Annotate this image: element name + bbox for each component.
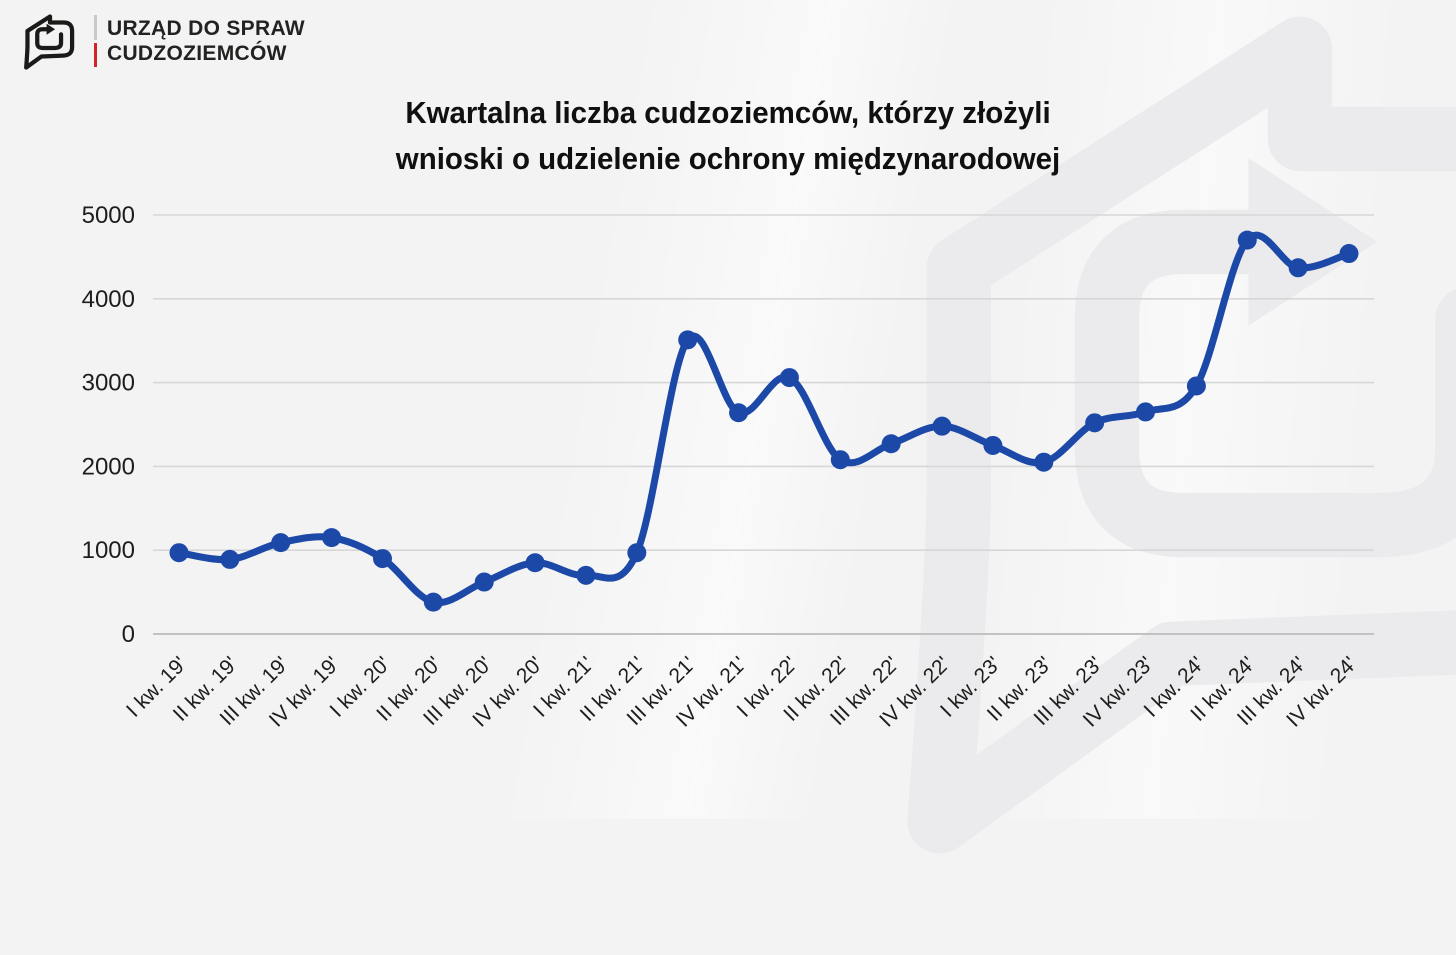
data-point-I kw. 20' <box>372 549 392 569</box>
data-point-II kw. 19' <box>220 549 240 569</box>
data-point-IV kw. 19' <box>322 528 342 548</box>
data-point-IV kw. 23' <box>1136 402 1156 422</box>
divider-gray-segment <box>94 15 97 40</box>
chart-title-line1: Kwartalna liczba cudzoziemców, którzy zł… <box>405 95 1051 130</box>
org-name: URZĄD DO SPRAW CUDZOZIEMCÓW <box>107 16 305 66</box>
org-name-line1: URZĄD DO SPRAW <box>107 17 305 40</box>
logo-divider <box>94 15 97 67</box>
series-line <box>175 231 1353 607</box>
chart-title: Kwartalna liczba cudzoziemców, którzy zł… <box>36 90 1419 182</box>
x-axis-labels: I kw. 19'II kw. 19'III kw. 19'IV kw. 19'… <box>122 652 1361 731</box>
y-tick-label: 3000 <box>82 370 135 397</box>
y-tick-label: 0 <box>122 621 135 648</box>
data-point-I kw. 22' <box>779 368 799 388</box>
data-point-III kw. 24' <box>1288 258 1308 278</box>
data-point-III kw. 21' <box>678 330 698 350</box>
data-point-IV kw. 22' <box>932 416 952 436</box>
divider-red-segment <box>94 42 97 67</box>
data-point-II kw. 22' <box>830 450 850 470</box>
chart-title-line2: wnioski o udzielenie ochrony międzynarod… <box>395 141 1061 176</box>
data-point-IV kw. 20' <box>525 553 545 573</box>
data-point-II kw. 20' <box>423 592 443 612</box>
data-point-I kw. 19' <box>169 543 189 563</box>
data-point-III kw. 19' <box>271 533 291 553</box>
data-point-I kw. 24' <box>1186 376 1206 396</box>
y-tick-label: 2000 <box>82 453 135 480</box>
office-logo-icon <box>16 8 84 74</box>
y-tick-label: 5000 <box>82 202 135 229</box>
data-point-III kw. 23' <box>1085 413 1105 433</box>
data-point-I kw. 21' <box>576 565 596 585</box>
data-point-II kw. 21' <box>627 543 647 563</box>
data-point-IV kw. 21' <box>729 403 749 423</box>
org-name-line2: CUDZOZIEMCÓW <box>107 42 287 65</box>
y-tick-label: 4000 <box>82 286 135 313</box>
infographic-page: { "header": { "org_name_line1": "URZĄD D… <box>0 0 1456 819</box>
data-point-III kw. 22' <box>881 434 901 454</box>
data-point-III kw. 20' <box>474 572 494 592</box>
gridlines <box>153 214 1374 635</box>
data-points <box>169 230 1359 612</box>
data-point-II kw. 23' <box>1034 452 1054 472</box>
data-point-I kw. 23' <box>983 435 1003 455</box>
data-point-II kw. 24' <box>1237 230 1257 250</box>
header: URZĄD DO SPRAW CUDZOZIEMCÓW <box>16 8 305 74</box>
data-point-IV kw. 24' <box>1339 244 1359 264</box>
y-axis-labels: 0 1000 2000 3000 4000 5000 <box>82 202 135 648</box>
y-tick-label: 1000 <box>82 537 135 564</box>
